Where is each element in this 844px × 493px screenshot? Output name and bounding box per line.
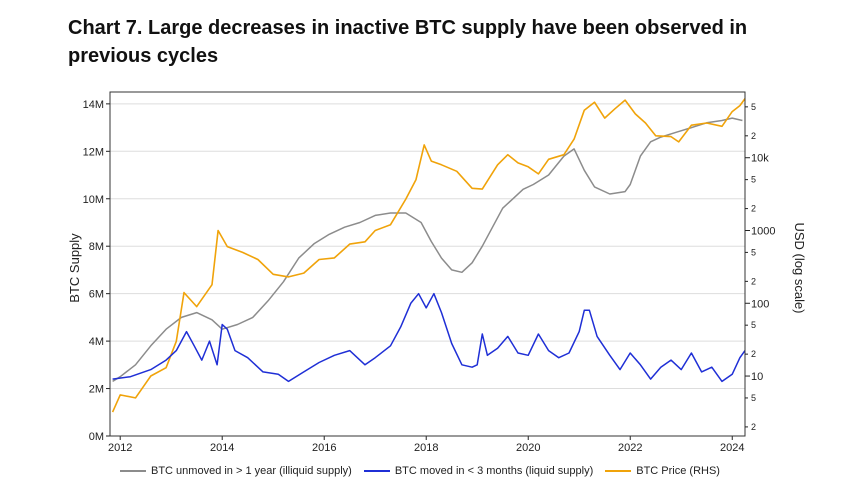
y-tick-label-14M: 14M — [83, 99, 104, 111]
y2-tick-label-1000: 1000 — [751, 225, 775, 237]
series-line-0 — [112, 117, 743, 383]
y2-minor-label-200: 2 — [751, 276, 756, 286]
x-tick-label-2018: 2018 — [414, 442, 438, 454]
plot-frame — [109, 91, 746, 437]
y2-minor-label-5000: 5 — [751, 175, 756, 185]
y2-minor-label-2: 2 — [751, 422, 756, 432]
y2-minor-label-50: 5 — [751, 320, 756, 330]
y-tick-label-10M: 10M — [83, 194, 104, 206]
x-tick-label-2014: 2014 — [210, 442, 234, 454]
y-tick-label-0M: 0M — [89, 431, 104, 443]
legend-item-liquid: BTC moved in < 3 months (liquid supply) — [363, 465, 594, 477]
legend-swatch-price — [605, 470, 632, 472]
y-tick-label-8M: 8M — [89, 241, 104, 253]
y2-minor-label-20000: 2 — [751, 131, 756, 141]
series-lines — [111, 98, 746, 413]
legend-swatch-liquid — [363, 470, 390, 472]
y-tick-label-2M: 2M — [89, 384, 104, 396]
y-tick-label-12M: 12M — [83, 146, 104, 158]
legend-swatch-illiquid — [120, 470, 146, 472]
y2-tick-label-10: 10 — [751, 371, 763, 383]
legend: BTC unmoved in > 1 year (illiquid supply… — [120, 462, 820, 480]
legend-label-price: BTC Price (RHS) — [636, 465, 720, 477]
x-tick-label-2020: 2020 — [516, 442, 540, 454]
y-axis-label: BTC Supply — [67, 233, 82, 303]
x-tick-label-2024: 2024 — [720, 442, 744, 454]
legend-item-illiquid: BTC unmoved in > 1 year (illiquid supply… — [120, 465, 352, 477]
y2-minor-label-50000: 5 — [751, 102, 756, 112]
y2-minor-label-2000: 2 — [751, 204, 756, 214]
y-tick-label-4M: 4M — [89, 336, 104, 348]
series-line-2 — [111, 98, 746, 413]
axes: 0M 2M 4M 6M 8M 10M 12M 14M 2012 2014 2016 2018 2020 2… — [83, 91, 775, 454]
chart-title: Chart 7. Large decreases in inactive BTC… — [68, 17, 748, 67]
series-line-1 — [112, 292, 746, 383]
y-tick-label-6M: 6M — [89, 289, 104, 301]
y2-minor-label-500: 5 — [751, 247, 756, 257]
y2-minor-label-20: 2 — [751, 349, 756, 359]
y2-tick-label-10000: 10k — [751, 153, 769, 165]
legend-label-liquid: BTC moved in < 3 months (liquid supply) — [394, 465, 594, 477]
y2-minor-label-5: 5 — [751, 393, 756, 403]
x-tick-label-2016: 2016 — [312, 442, 336, 454]
x-tick-label-2012: 2012 — [108, 442, 132, 454]
x-tick-label-2022: 2022 — [618, 442, 642, 454]
y2-axis-label: USD (log scale) — [792, 222, 807, 313]
legend-item-price: BTC Price (RHS) — [605, 465, 720, 477]
legend-label-illiquid: BTC unmoved in > 1 year (illiquid supply… — [151, 465, 352, 477]
y2-tick-label-100: 100 — [751, 298, 769, 310]
